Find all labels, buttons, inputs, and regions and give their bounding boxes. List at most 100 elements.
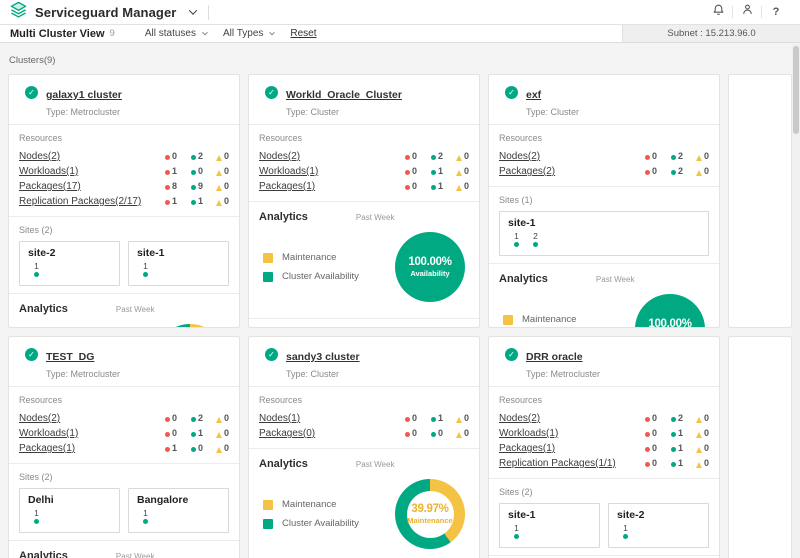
warning-triangle-icon bbox=[215, 447, 222, 453]
warning-count: 0 bbox=[223, 443, 229, 453]
resource-link[interactable]: Nodes(2) bbox=[19, 151, 61, 162]
resource-link[interactable]: Nodes(2) bbox=[499, 413, 541, 424]
cluster-name-link[interactable]: sandy3 cluster bbox=[286, 351, 360, 363]
warning-stat: 0 bbox=[692, 459, 709, 468]
site-box[interactable]: site-2 1 bbox=[19, 241, 120, 286]
chevron-down-icon[interactable] bbox=[189, 6, 198, 15]
vertical-scrollbar[interactable] bbox=[792, 44, 800, 558]
critical-count: 0 bbox=[411, 181, 417, 191]
scrollbar-thumb[interactable] bbox=[793, 46, 799, 134]
legend-swatch-icon bbox=[263, 518, 273, 529]
warning-stat: 0 bbox=[692, 429, 709, 438]
ok-stat: 1 bbox=[666, 444, 683, 453]
site-box[interactable]: site-1 1 bbox=[128, 241, 229, 286]
site-name: site-2 bbox=[28, 247, 56, 259]
resource-link[interactable]: Replication Packages(1/1) bbox=[499, 458, 616, 469]
sites-list: site-1 1 site-2 1 bbox=[499, 503, 709, 548]
resource-link[interactable]: Packages(1) bbox=[19, 443, 76, 454]
top-bar: Serviceguard Manager ? bbox=[0, 0, 800, 25]
site-box[interactable]: site-2 1 bbox=[608, 503, 709, 548]
site-status-dot-icon bbox=[143, 519, 148, 524]
cluster-name-link[interactable]: galaxy1 cluster bbox=[46, 89, 122, 101]
critical-count: 8 bbox=[171, 181, 177, 191]
analytics-period: Past Week bbox=[115, 305, 155, 314]
resources-label: Resources bbox=[259, 395, 303, 405]
ok-stat: 2 bbox=[426, 152, 443, 161]
ok-count: 2 bbox=[677, 413, 683, 423]
resource-link[interactable]: Workloads(1) bbox=[499, 428, 559, 439]
account-button[interactable] bbox=[733, 3, 761, 21]
warning-triangle-icon bbox=[455, 432, 462, 438]
app-brand[interactable]: Serviceguard Manager bbox=[10, 1, 198, 23]
cluster-name-link[interactable]: TEST_DG bbox=[46, 351, 95, 363]
critical-count: 0 bbox=[411, 166, 417, 176]
site-box[interactable]: site-1 1 bbox=[499, 503, 600, 548]
status-filter-dropdown[interactable]: All statuses bbox=[145, 28, 208, 39]
site-box[interactable]: Bangalore 1 bbox=[128, 488, 229, 533]
resource-link[interactable]: Nodes(2) bbox=[259, 151, 301, 162]
divider bbox=[9, 216, 239, 217]
divider bbox=[249, 448, 479, 449]
resource-link[interactable]: Nodes(2) bbox=[19, 413, 61, 424]
notifications-button[interactable] bbox=[704, 3, 732, 21]
resource-link[interactable]: Packages(0) bbox=[259, 428, 316, 439]
warning-stat: 0 bbox=[692, 414, 709, 423]
cluster-grid: ✓ galaxy1 cluster Type: Metrocluster Res… bbox=[8, 74, 792, 558]
resource-link[interactable]: Packages(1) bbox=[499, 443, 556, 454]
resource-link[interactable]: Nodes(2) bbox=[499, 151, 541, 162]
cluster-name-link[interactable]: exf bbox=[526, 89, 542, 101]
warning-triangle-icon bbox=[455, 417, 462, 423]
help-button[interactable]: ? bbox=[762, 3, 790, 21]
ok-count: 1 bbox=[437, 166, 443, 176]
partial-card bbox=[728, 74, 792, 328]
ok-stat: 1 bbox=[186, 429, 203, 438]
divider bbox=[489, 263, 719, 264]
resource-link[interactable]: Workloads(1) bbox=[19, 166, 79, 177]
critical-dot-icon bbox=[164, 200, 170, 205]
warning-triangle-icon bbox=[695, 447, 702, 453]
type-filter-label: All Types bbox=[222, 28, 264, 39]
legend-label: Maintenance bbox=[522, 314, 577, 325]
warning-count: 0 bbox=[223, 413, 229, 423]
warning-count: 0 bbox=[463, 413, 469, 423]
resources-label: Resources bbox=[499, 133, 543, 143]
warning-stat: 0 bbox=[212, 197, 229, 206]
site-count-value: 1 bbox=[34, 508, 39, 518]
ok-dot-icon bbox=[190, 417, 196, 422]
cluster-name-link[interactable]: DRR oracle bbox=[526, 351, 583, 363]
site-status-dot-icon bbox=[514, 534, 519, 539]
warning-count: 0 bbox=[463, 181, 469, 191]
cluster-type: Type: Metrocluster bbox=[46, 369, 121, 379]
resource-link[interactable]: Packages(17) bbox=[19, 181, 81, 192]
cluster-card: ✓ exf Type: Cluster Resources Nodes(2) 0… bbox=[488, 74, 720, 328]
resource-link[interactable]: Workloads(1) bbox=[259, 166, 319, 177]
resource-link[interactable]: Workloads(1) bbox=[19, 428, 79, 439]
critical-stat: 0 bbox=[640, 429, 657, 438]
critical-count: 0 bbox=[651, 428, 657, 438]
divider bbox=[489, 124, 719, 125]
warning-count: 0 bbox=[223, 181, 229, 191]
donut-caption: Maintenance bbox=[407, 516, 453, 525]
cluster-name-link[interactable]: Workld_Oracle_Cluster bbox=[286, 89, 402, 101]
legend-swatch-icon bbox=[263, 271, 273, 282]
ok-stat: 1 bbox=[186, 197, 203, 206]
resource-link[interactable]: Packages(1) bbox=[259, 181, 316, 192]
divider bbox=[489, 478, 719, 479]
resource-link[interactable]: Packages(2) bbox=[499, 166, 556, 177]
type-filter-dropdown[interactable]: All Types bbox=[222, 28, 276, 39]
critical-stat: 0 bbox=[160, 429, 177, 438]
divider bbox=[249, 201, 479, 202]
resource-link[interactable]: Nodes(1) bbox=[259, 413, 301, 424]
cluster-ok-check-icon: ✓ bbox=[505, 348, 518, 361]
chevron-down-icon bbox=[269, 29, 276, 35]
analytics-legend: Maintenance Cluster Availability bbox=[263, 252, 381, 282]
reset-link[interactable]: Reset bbox=[290, 28, 317, 39]
legend-label: Maintenance bbox=[282, 252, 337, 263]
resource-link[interactable]: Replication Packages(2/17) bbox=[19, 196, 142, 207]
cluster-type: Type: Cluster bbox=[526, 107, 580, 117]
ok-dot-icon bbox=[670, 417, 676, 422]
site-box[interactable]: Delhi 1 bbox=[19, 488, 120, 533]
warning-stat: 0 bbox=[212, 444, 229, 453]
resources-list: Nodes(2) 0 2 0 Packages(2) 0 2 bbox=[499, 149, 709, 179]
